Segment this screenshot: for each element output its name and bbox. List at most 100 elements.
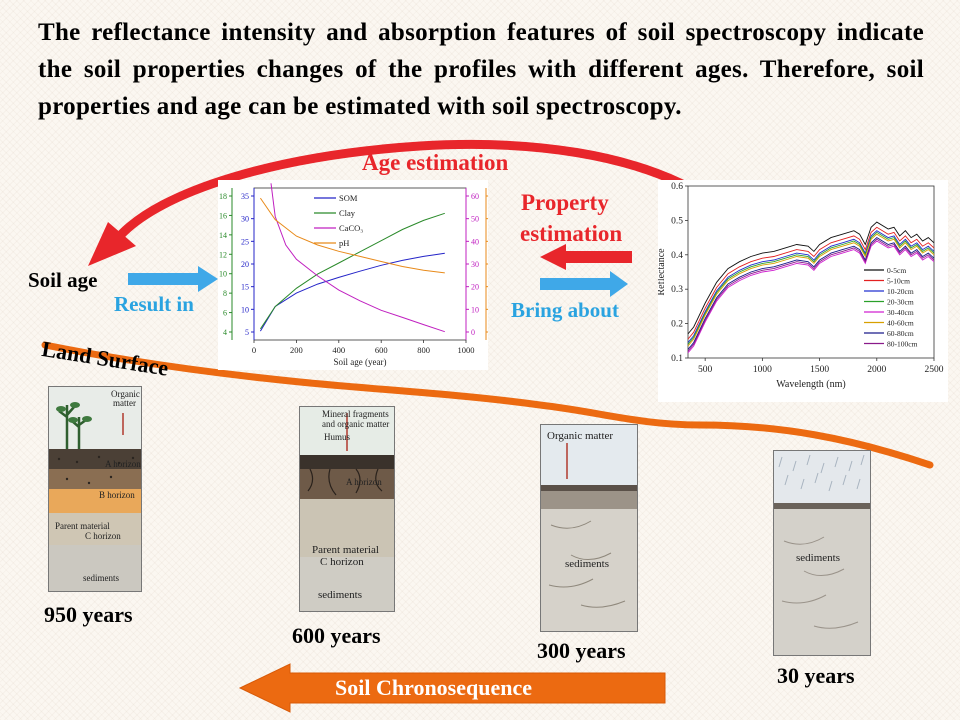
- axis-a-tick-label: 10: [219, 270, 227, 279]
- property-estimation-label-line2: estimation: [520, 221, 623, 246]
- legend-label: 30-40cm: [887, 308, 914, 317]
- organic-matter-label-300: Organic matter: [547, 430, 614, 442]
- parent-material-label: Parent material: [55, 521, 110, 531]
- c-horizon-label-600: C horizon: [320, 556, 364, 568]
- axis-a-tick-label: 8: [223, 289, 227, 298]
- spectrum-line: [687, 237, 935, 350]
- axis-b-tick-label: 20: [241, 260, 249, 269]
- axis-b-tick-label: 35: [241, 192, 249, 201]
- property-estimation-label-line1: Property: [521, 190, 609, 215]
- bring-about-arrow-shaft: [540, 278, 612, 290]
- intro-paragraph: The reflectance intensity and absorption…: [38, 19, 924, 120]
- years-30: 30 years: [777, 663, 855, 688]
- x-axis-label: Wavelength (nm): [776, 379, 845, 390]
- result-arrow-head: [198, 266, 218, 292]
- soil-chronosequence-label: Soil Chronosequence: [335, 675, 533, 700]
- sediments-label: sediments: [83, 573, 119, 583]
- property-arrow-shaft: [566, 251, 632, 263]
- axis-b-tick-label: 10: [241, 305, 249, 314]
- soil-profile-30: sediments: [773, 450, 871, 656]
- axis-a-tick-label: 12: [219, 250, 227, 259]
- vegetation-illustration: [56, 402, 135, 485]
- root-illustration: [307, 413, 383, 496]
- years-950: 950 years: [44, 602, 133, 627]
- axis-c-tick-label: 30: [471, 260, 479, 269]
- sediments-label-300: sediments: [565, 558, 609, 570]
- axis-a-tick-label: 18: [219, 192, 227, 201]
- x-tick-label: 1000: [753, 365, 772, 375]
- axis-c-tick-label: 50: [471, 215, 479, 224]
- spectrum-line: [687, 238, 935, 352]
- soil-profile-300: Organic matter sediments: [540, 424, 638, 632]
- axis-c-tick-label: 40: [471, 237, 479, 246]
- sediments-label-30: sediments: [796, 552, 840, 564]
- crack-illustration-300: [548, 443, 626, 608]
- axis-a-tick-label: 16: [219, 211, 227, 220]
- axis-a-tick-label: 14: [219, 231, 227, 240]
- x-tick-label: 600: [375, 345, 388, 355]
- plot-frame: [687, 185, 935, 359]
- legend-label: 80-100cm: [887, 340, 918, 349]
- parent-material-label-600: Parent material: [312, 544, 379, 556]
- soil-profile-950: Organic matter A horizon B horizon Paren…: [48, 386, 142, 592]
- legend-label: CaCO₃: [339, 223, 363, 233]
- legend-label: 0-5cm: [887, 266, 906, 275]
- spectrum-line: [687, 240, 935, 354]
- age-estimation-arrowhead: [88, 222, 136, 266]
- axis-b-tick-label: 5: [245, 328, 249, 337]
- y-tick-label: 0.2: [671, 320, 683, 330]
- x-tick-label: 800: [417, 345, 430, 355]
- age-estimation-arrow: [114, 139, 721, 241]
- land-surface-line: [41, 341, 934, 469]
- sediments-label-600: sediments: [318, 589, 362, 601]
- mineral-fragments-label: Mineral fragments: [322, 409, 389, 419]
- legend-label: SOM: [339, 193, 358, 203]
- soil-property-chart: 0 200 400 600 800 1000 Soil age (year) 4 6 8 10 12 1…: [218, 180, 501, 370]
- series-line-caco: [270, 183, 445, 333]
- years-600: 600 years: [292, 623, 381, 648]
- y-axis-label: Reflectance: [658, 248, 667, 296]
- legend-label: Clay: [339, 208, 356, 218]
- bring-about-label: Bring about: [511, 298, 619, 322]
- axis-a-tick-label: 4: [223, 328, 227, 337]
- y-tick-label: 0.3: [671, 285, 683, 295]
- x-tick-label: 2500: [925, 365, 944, 375]
- spectrum-line: [687, 226, 935, 340]
- soil-age-label: Soil age: [28, 268, 98, 292]
- y-tick-label: 0.6: [671, 182, 683, 192]
- plot-frame: [253, 187, 467, 341]
- x-tick-label: 1500: [810, 365, 829, 375]
- axis-c-tick-label: 0: [471, 328, 475, 337]
- x-tick-label: 0: [252, 345, 256, 355]
- reflectance-chart: 500 1000 1500 2000 2500 0.1 0.2 0.3 0.4 0.5 0.6 Wav…: [656, 180, 948, 402]
- a-horizon-label: A horizon: [105, 459, 141, 469]
- spectrum-line: [687, 231, 935, 345]
- y-tick-label: 0.1: [671, 354, 683, 364]
- legend-label: 5-10cm: [887, 277, 910, 286]
- soil-profile-600: Mineral fragments and organic matter Hum…: [299, 406, 395, 612]
- axis-b-tick-label: 15: [241, 283, 249, 292]
- axis-b-tick-label: 25: [241, 237, 249, 246]
- rain-illustration: [778, 454, 865, 629]
- organic-matter-label: Organic: [111, 389, 140, 399]
- axis-c-tick-label: 10: [471, 305, 479, 314]
- humus-label: Humus: [324, 432, 351, 442]
- x-tick-label: 200: [290, 345, 303, 355]
- result-in-label: Result in: [114, 292, 194, 316]
- legend-label: 20-30cm: [887, 298, 914, 307]
- series-line-ph: [259, 197, 445, 274]
- series-line-som: [259, 252, 445, 332]
- legend-label: 10-20cm: [887, 287, 914, 296]
- axis-a-tick-label: 6: [223, 309, 227, 318]
- legend-label: 40-60cm: [887, 319, 914, 328]
- years-300: 300 years: [537, 638, 626, 663]
- x-axis-label: Soil age (year): [334, 357, 387, 367]
- legend-label: 60-80cm: [887, 329, 914, 338]
- c-horizon-label: C horizon: [85, 531, 121, 541]
- axis-b-tick-label: 30: [241, 215, 249, 224]
- axis-c-tick-label: 20: [471, 283, 479, 292]
- reflectance-chart-svg: 500 1000 1500 2000 2500 0.1 0.2 0.3 0.4 0.5 0.6 Wav…: [656, 182, 944, 390]
- result-arrow-shaft: [128, 273, 200, 285]
